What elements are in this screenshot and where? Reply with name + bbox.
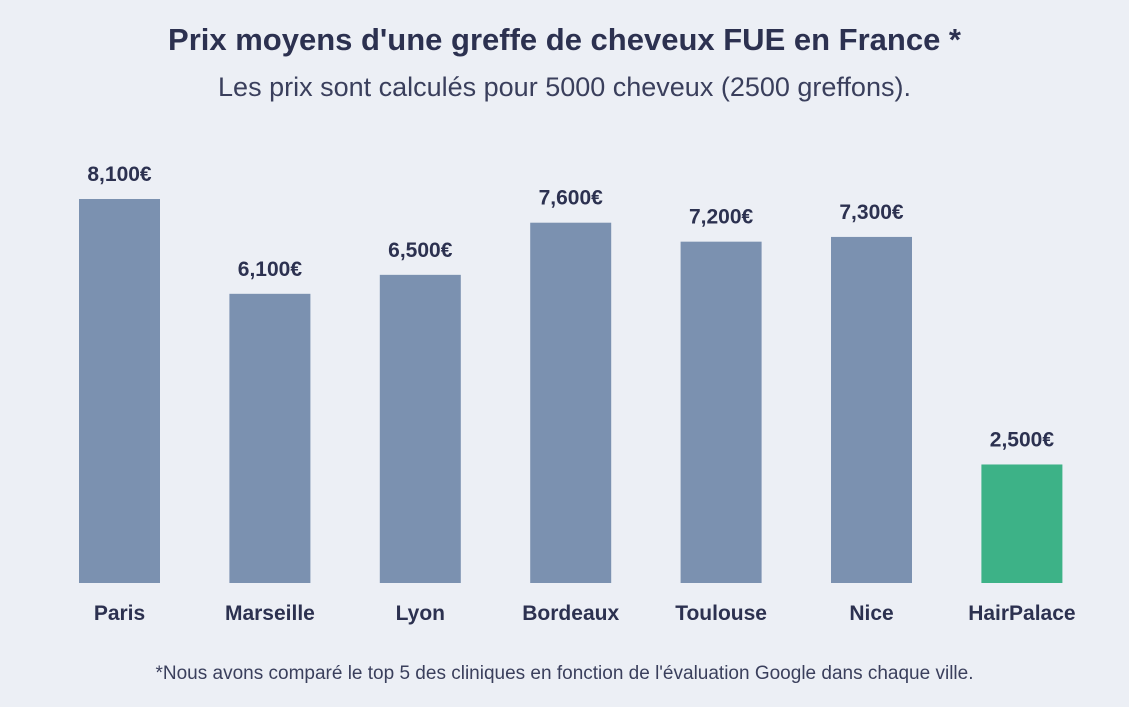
bar-nice	[831, 236, 912, 584]
category-label: Paris	[94, 602, 145, 625]
value-label: 6,500€	[388, 239, 453, 262]
bar-toulouse	[680, 241, 762, 583]
value-label: 2,500€	[990, 428, 1055, 451]
value-label: 7,300€	[839, 201, 904, 224]
category-label: Toulouse	[675, 602, 767, 625]
bar-hairpalace	[981, 464, 1063, 583]
category-label: Lyon	[396, 602, 445, 625]
value-label: 7,600€	[539, 187, 604, 210]
value-label: 6,100€	[238, 258, 303, 281]
category-label: Bordeaux	[522, 602, 619, 625]
category-label: Nice	[849, 602, 893, 625]
bar-bordeaux	[530, 222, 612, 583]
bar-lyon	[379, 274, 461, 583]
value-label: 7,200€	[689, 206, 754, 229]
chart-footnote: *Nous avons comparé le top 5 des cliniqu…	[155, 663, 974, 684]
value-label: 8,100€	[87, 163, 152, 186]
category-label: Marseille	[225, 602, 315, 625]
chart-title: Prix moyens d'une greffe de cheveux FUE …	[168, 22, 961, 57]
chart-subtitle: Les prix sont calculés pour 5000 cheveux…	[218, 72, 911, 102]
bar-marseille	[229, 293, 311, 583]
bar-paris	[79, 199, 160, 583]
category-label: HairPalace	[968, 602, 1075, 625]
